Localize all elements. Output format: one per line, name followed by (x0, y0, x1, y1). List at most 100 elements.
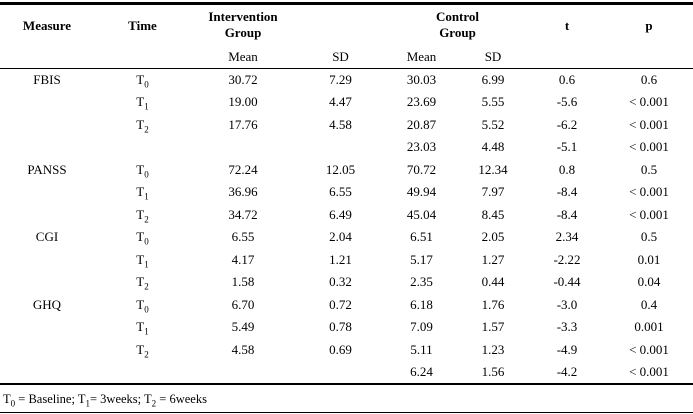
column-header-control-group: Control Group (386, 4, 529, 46)
cell-intervention-mean: 6.55 (231, 229, 255, 245)
cell-t: 0.6 (558, 72, 576, 87)
cell-control-mean: 2.35 (410, 274, 433, 290)
table-row: PANSS T0 72.24 12.05 70.72 12.34 0.8 0.5 (0, 159, 693, 182)
cell-measure (0, 316, 94, 339)
cell-intervention-sd: 4.47 (329, 94, 352, 110)
column-header-intervention-sd: SD (332, 48, 349, 64)
cell-p: < 0.001 (629, 116, 669, 132)
cell-p: 0.6 (640, 72, 658, 87)
table-body: FBIS T0 30.72 7.29 30.03 6.99 0.6 0.6 T1… (0, 69, 693, 384)
cell-intervention-mean: 19.00 (228, 94, 258, 110)
cell-intervention-sd: 12.05 (325, 161, 356, 177)
cell-measure: GHQ (32, 296, 62, 312)
cell-time (94, 136, 191, 159)
cell-intervention-sd (295, 136, 386, 159)
cell-control-mean: 49.94 (406, 184, 437, 200)
cell-control-mean: 45.04 (406, 206, 437, 222)
cell-control-sd: 5.52 (481, 116, 505, 132)
cell-measure (0, 339, 94, 362)
cell-t: -3.0 (556, 296, 578, 312)
table-footnote: T0 = Baseline; T1= 3weeks; T2 = 6weeks (0, 385, 693, 413)
cell-control-sd: 2.05 (481, 229, 505, 245)
cell-time (94, 361, 191, 384)
cell-measure: PANSS (27, 161, 67, 177)
cell-t: -5.6 (556, 94, 578, 110)
cell-p: 0.4 (640, 296, 658, 312)
cell-control-mean: 5.17 (410, 251, 433, 267)
cell-p: < 0.001 (629, 184, 669, 200)
cell-control-sd: 1.27 (481, 251, 505, 267)
cell-intervention-sd: 2.04 (329, 229, 352, 245)
cell-time: T2 (136, 116, 149, 135)
cell-measure (0, 271, 94, 294)
cell-control-sd: 4.48 (481, 139, 505, 155)
cell-intervention-sd: 7.29 (329, 72, 352, 87)
table-row: T2 17.76 4.58 20.87 5.52 -6.2 < 0.001 (0, 114, 693, 137)
cell-time: T0 (136, 296, 149, 315)
cell-intervention-sd: 6.55 (329, 184, 352, 200)
cell-control-mean: 6.24 (410, 363, 433, 379)
cell-time: T1 (136, 94, 149, 112)
cell-t: 0.8 (558, 161, 576, 177)
cell-intervention-sd: 6.49 (329, 206, 352, 222)
cell-intervention-mean (191, 136, 295, 159)
table-row: GHQ T0 6.70 0.72 6.18 1.76 -3.0 0.4 (0, 294, 693, 317)
cell-control-mean: 30.03 (406, 72, 437, 87)
cell-intervention-mean: 4.17 (231, 251, 255, 267)
cell-control-sd: 1.56 (481, 363, 505, 379)
cell-intervention-mean: 6.70 (231, 296, 255, 312)
cell-intervention-sd: 0.78 (329, 319, 352, 335)
cell-control-sd: 1.23 (481, 341, 505, 357)
cell-intervention-mean: 1.58 (231, 274, 255, 290)
table-row: T1 36.96 6.55 49.94 7.97 -8.4 < 0.001 (0, 181, 693, 204)
cell-time: T1 (136, 251, 149, 270)
cell-p: < 0.001 (629, 94, 669, 110)
table-row: T1 5.49 0.78 7.09 1.57 -3.3 0.001 (0, 316, 693, 339)
table-row: T2 4.58 0.69 5.11 1.23 -4.9 < 0.001 (0, 339, 693, 362)
cell-control-sd: 8.45 (481, 206, 505, 222)
cell-t: -8.4 (556, 184, 578, 200)
column-header-control-mean: Mean (406, 48, 437, 64)
table-row: CGI T0 6.55 2.04 6.51 2.05 2.34 0.5 (0, 226, 693, 249)
cell-intervention-mean: 17.76 (228, 116, 258, 132)
column-header-t: t (564, 18, 570, 33)
cell-t: -6.2 (556, 116, 578, 132)
cell-t: -2.22 (553, 251, 581, 267)
cell-time: T1 (136, 319, 149, 337)
cell-measure (0, 114, 94, 137)
cell-control-sd: 0.44 (481, 274, 505, 290)
table-row: T2 1.58 0.32 2.35 0.44 -0.44 0.04 (0, 271, 693, 294)
cell-time: T2 (136, 341, 149, 360)
cell-t: -8.4 (556, 206, 578, 222)
cell-measure (0, 136, 94, 159)
header-spacer (295, 4, 386, 46)
cell-p: 0.04 (637, 274, 661, 290)
cell-measure: FBIS (33, 72, 61, 87)
cell-intervention-mean (191, 361, 295, 384)
cell-control-mean: 5.11 (410, 341, 433, 357)
cell-measure: CGI (35, 229, 59, 245)
cell-measure (0, 361, 94, 384)
cell-intervention-mean: 30.72 (228, 72, 258, 87)
column-header-time: Time (128, 18, 157, 33)
cell-t: -5.1 (556, 139, 578, 155)
cell-intervention-mean: 72.24 (228, 161, 258, 177)
intervention-group-label: Intervention Group (208, 8, 278, 41)
cell-control-sd: 1.57 (481, 319, 505, 335)
cell-t: -0.44 (553, 274, 581, 290)
cell-intervention-sd (295, 361, 386, 384)
table-row: 6.24 1.56 -4.2 < 0.001 (0, 361, 693, 384)
cell-control-mean: 23.69 (406, 94, 437, 110)
cell-t: -4.9 (556, 341, 578, 357)
column-header-measure: Measure (22, 18, 72, 33)
cell-time: T2 (136, 206, 149, 225)
cell-time: T0 (136, 161, 149, 180)
cell-control-sd: 12.34 (478, 161, 508, 177)
cell-control-sd: 7.97 (481, 184, 505, 200)
cell-measure (0, 181, 94, 204)
table-row: T1 19.00 4.47 23.69 5.55 -5.6 < 0.001 (0, 91, 693, 114)
cell-p: < 0.001 (629, 363, 669, 379)
cell-p: < 0.001 (629, 206, 669, 222)
cell-control-mean: 6.18 (410, 296, 433, 312)
